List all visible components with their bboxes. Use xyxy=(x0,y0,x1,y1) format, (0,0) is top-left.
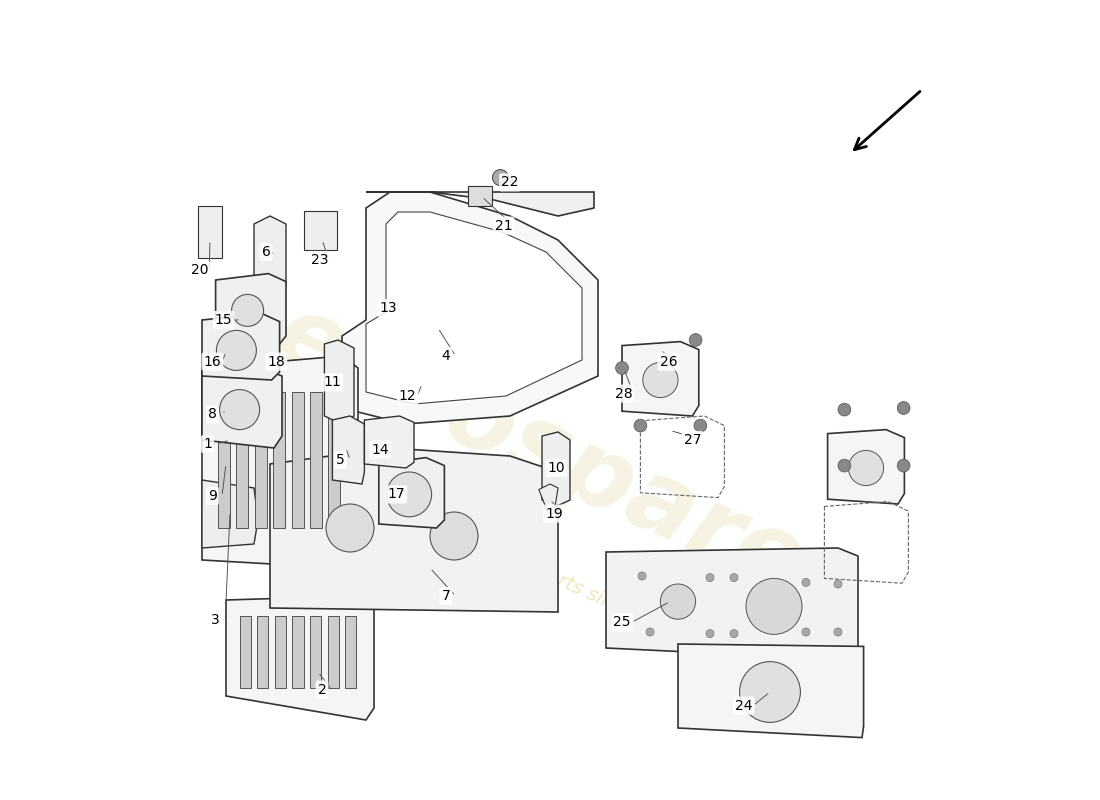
Polygon shape xyxy=(216,274,286,344)
Text: 17: 17 xyxy=(387,487,405,502)
Text: 28: 28 xyxy=(615,386,632,401)
Polygon shape xyxy=(366,212,582,404)
Circle shape xyxy=(746,578,802,634)
Circle shape xyxy=(430,512,478,560)
Polygon shape xyxy=(202,356,358,568)
Polygon shape xyxy=(254,216,286,296)
Polygon shape xyxy=(275,616,286,688)
Circle shape xyxy=(802,628,810,636)
Bar xyxy=(469,186,493,206)
Polygon shape xyxy=(202,368,282,448)
Text: eurospares: eurospares xyxy=(258,286,873,642)
Text: 26: 26 xyxy=(660,354,678,369)
Circle shape xyxy=(493,170,508,186)
Circle shape xyxy=(387,472,431,517)
Polygon shape xyxy=(606,548,858,660)
Circle shape xyxy=(706,630,714,638)
Polygon shape xyxy=(324,340,354,424)
Text: 22: 22 xyxy=(502,175,519,190)
Circle shape xyxy=(690,334,702,346)
Circle shape xyxy=(898,402,910,414)
Polygon shape xyxy=(226,596,374,720)
Text: 25: 25 xyxy=(614,615,630,630)
Polygon shape xyxy=(332,416,364,484)
Circle shape xyxy=(634,419,647,432)
Polygon shape xyxy=(293,616,304,688)
Polygon shape xyxy=(366,192,594,216)
Circle shape xyxy=(834,628,842,636)
Text: 11: 11 xyxy=(323,375,341,390)
Text: 12: 12 xyxy=(399,389,417,403)
Circle shape xyxy=(838,403,850,416)
Circle shape xyxy=(706,574,714,582)
Text: 19: 19 xyxy=(546,506,563,521)
Polygon shape xyxy=(345,616,356,688)
Text: 8: 8 xyxy=(208,407,217,422)
Circle shape xyxy=(848,450,883,486)
Circle shape xyxy=(220,390,260,430)
Text: a passion for parts since 1985: a passion for parts since 1985 xyxy=(412,505,688,647)
Circle shape xyxy=(217,330,256,370)
Text: 27: 27 xyxy=(684,433,701,447)
Polygon shape xyxy=(236,392,249,528)
Circle shape xyxy=(802,578,810,586)
Polygon shape xyxy=(310,392,322,528)
Text: 14: 14 xyxy=(372,442,389,457)
Circle shape xyxy=(739,662,801,722)
Polygon shape xyxy=(678,644,864,738)
Polygon shape xyxy=(202,480,258,548)
Circle shape xyxy=(232,294,264,326)
Bar xyxy=(304,211,338,250)
Polygon shape xyxy=(310,616,321,688)
Polygon shape xyxy=(539,484,558,514)
Text: 5: 5 xyxy=(336,453,344,467)
Polygon shape xyxy=(342,192,598,424)
Polygon shape xyxy=(257,616,268,688)
Polygon shape xyxy=(328,616,339,688)
Text: 21: 21 xyxy=(495,218,513,233)
Circle shape xyxy=(834,580,842,588)
Text: 6: 6 xyxy=(262,245,271,259)
Text: 3: 3 xyxy=(211,613,220,627)
Text: 15: 15 xyxy=(214,313,232,327)
Text: 9: 9 xyxy=(208,489,217,503)
Circle shape xyxy=(838,459,850,472)
Circle shape xyxy=(642,362,678,398)
Text: 13: 13 xyxy=(379,301,397,315)
Text: 16: 16 xyxy=(204,354,221,369)
Polygon shape xyxy=(240,616,251,688)
Text: 20: 20 xyxy=(191,263,208,278)
Text: 24: 24 xyxy=(735,698,752,713)
Text: 4: 4 xyxy=(441,349,450,363)
Circle shape xyxy=(646,628,654,636)
Circle shape xyxy=(326,504,374,552)
Bar xyxy=(198,206,222,258)
Text: 7: 7 xyxy=(441,589,450,603)
Polygon shape xyxy=(542,432,570,506)
Circle shape xyxy=(616,362,628,374)
Circle shape xyxy=(694,419,707,432)
Text: 10: 10 xyxy=(548,461,565,475)
Text: 23: 23 xyxy=(311,253,329,267)
Polygon shape xyxy=(378,458,444,528)
Polygon shape xyxy=(218,392,230,528)
Circle shape xyxy=(660,584,695,619)
Text: 18: 18 xyxy=(267,354,285,369)
Polygon shape xyxy=(255,392,267,528)
Polygon shape xyxy=(270,448,558,612)
Text: 2: 2 xyxy=(318,682,327,697)
Circle shape xyxy=(898,459,910,472)
Polygon shape xyxy=(202,314,279,380)
Circle shape xyxy=(730,630,738,638)
Polygon shape xyxy=(273,392,285,528)
Polygon shape xyxy=(364,416,414,468)
Text: 1: 1 xyxy=(204,437,212,451)
Polygon shape xyxy=(621,342,698,416)
Polygon shape xyxy=(827,430,904,504)
Circle shape xyxy=(730,574,738,582)
Polygon shape xyxy=(329,392,340,528)
Polygon shape xyxy=(292,392,304,528)
Circle shape xyxy=(638,572,646,580)
